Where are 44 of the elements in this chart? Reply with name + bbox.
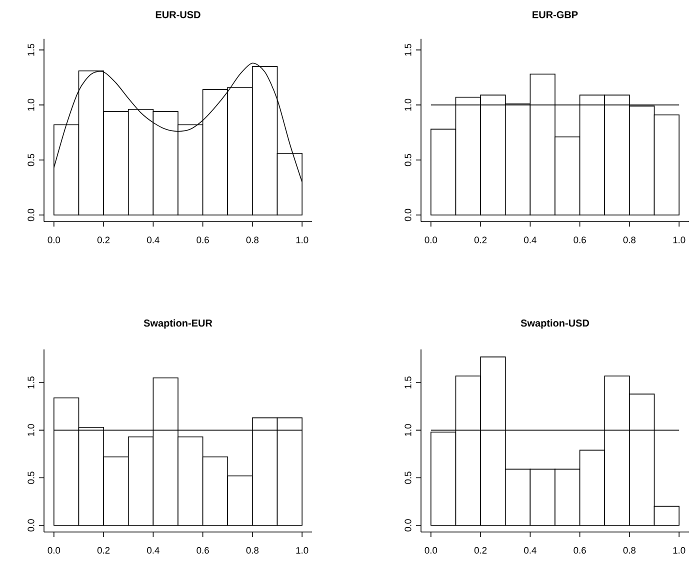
x-tick-label: 0.6 (196, 236, 209, 244)
x-tick-label: 0.4 (524, 236, 536, 244)
x-tick-label: 0.0 (48, 236, 60, 244)
x-tick-label: 0.2 (97, 547, 110, 554)
x-tick-label: 0.4 (147, 236, 160, 244)
y-tick-label: 0.0 (28, 208, 34, 222)
x-tick-label: 0.2 (474, 236, 487, 244)
y-tick-label: 0.5 (28, 154, 34, 166)
y-tick-label: 1.5 (28, 376, 34, 388)
x-tick-label: 0.6 (574, 547, 586, 554)
y-tick-label: 1.0 (28, 424, 34, 436)
x-tick-label: 0.0 (424, 236, 438, 244)
y-tick-label: 0.0 (28, 519, 34, 532)
y-tick-label: 0.5 (28, 472, 34, 484)
x-tick-label: 1.0 (673, 236, 686, 244)
x-tick-label: 1.0 (296, 236, 308, 244)
x-tick-label: 0.8 (623, 236, 636, 244)
x-tick-label: 1.0 (673, 547, 686, 554)
chart-title: Swaption-EUR (144, 319, 212, 329)
x-tick-label: 0.2 (97, 236, 110, 244)
chart-title: EUR-USD (156, 11, 200, 18)
y-tick-label: 1.0 (28, 98, 34, 111)
y-tick-label: 1.0 (404, 424, 412, 436)
x-tick-label: 0.8 (246, 547, 259, 554)
y-tick-label: 1.5 (404, 376, 412, 388)
x-tick-label: 0.6 (196, 547, 209, 554)
x-tick-label: 0.2 (474, 547, 487, 554)
x-tick-label: 0.0 (48, 547, 60, 554)
chart-title: EUR-GBP (532, 11, 578, 18)
x-tick-label: 0.6 (574, 236, 586, 244)
x-tick-label: 0.8 (246, 236, 259, 244)
x-tick-label: 0.4 (147, 547, 160, 554)
x-tick-label: 1.0 (296, 547, 308, 554)
x-tick-label: 0.4 (524, 547, 536, 554)
y-tick-label: 1.0 (404, 98, 412, 111)
y-tick-label: 1.5 (404, 44, 412, 56)
y-tick-label: 0.5 (404, 472, 412, 484)
x-tick-label: 0.8 (623, 547, 636, 554)
y-tick-label: 0.0 (404, 208, 412, 222)
y-tick-label: 0.0 (404, 519, 412, 532)
y-tick-label: 1.5 (28, 44, 34, 56)
y-tick-label: 0.5 (404, 154, 412, 166)
chart-title: Swaption-USD (520, 319, 590, 329)
x-tick-label: 0.0 (424, 547, 438, 554)
